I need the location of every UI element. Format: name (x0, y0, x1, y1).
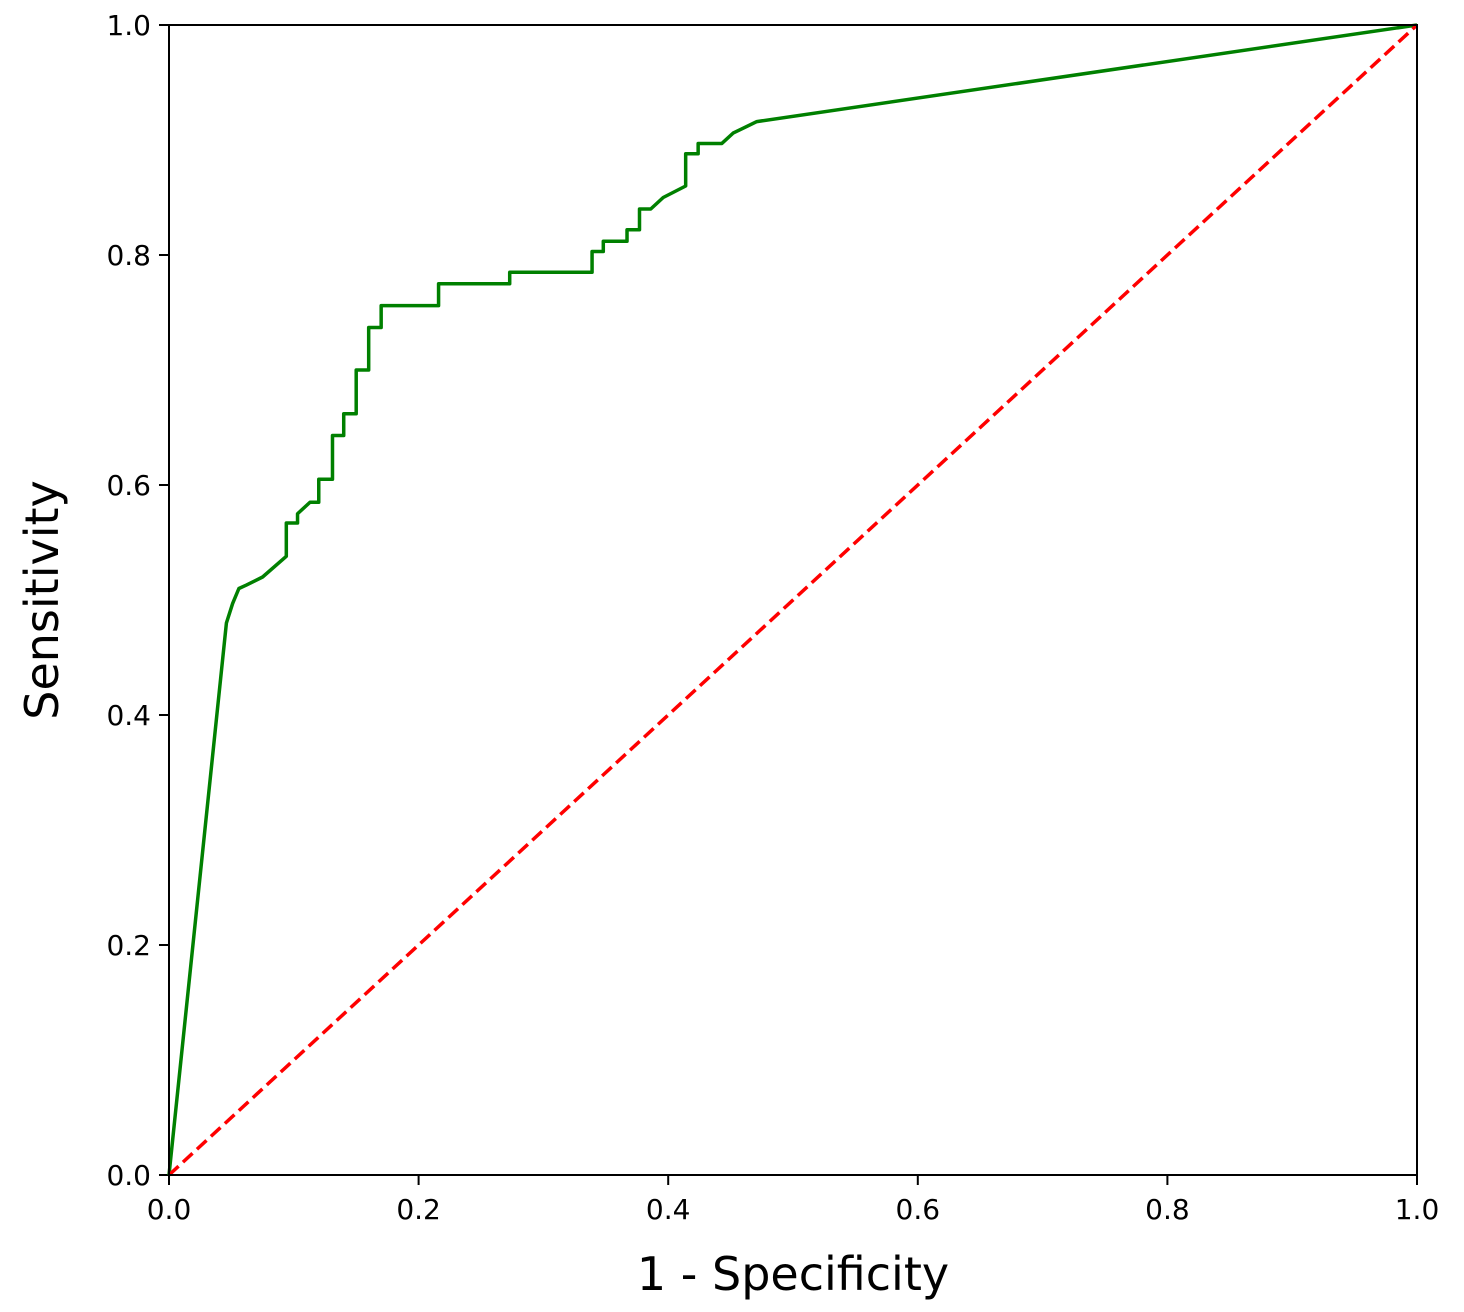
y-tick-label: 0.4 (106, 699, 151, 732)
y-tick-label: 0.2 (106, 929, 151, 962)
x-tick-label: 0.6 (896, 1193, 941, 1226)
plot-frame (168, 24, 1418, 1176)
x-axis-label: 1 - Specificity (637, 1247, 949, 1301)
x-tick-label: 0.0 (147, 1193, 192, 1226)
y-axis-label: Sensitivity (15, 480, 69, 719)
y-tick-label: 1.0 (106, 9, 151, 42)
roc-curve-line (167, 23, 1418, 1176)
x-tick-label: 0.8 (1145, 1193, 1190, 1226)
y-tick-label: 0.8 (106, 239, 151, 272)
y-tick-label: 0.6 (106, 469, 151, 502)
y-tick-label: 0.0 (106, 1159, 151, 1192)
series-layer (167, 23, 1419, 1177)
x-tick-label: 0.2 (396, 1193, 441, 1226)
x-tick-label: 0.4 (646, 1193, 691, 1226)
chance-diagonal-line (167, 23, 1419, 1177)
ticks-layer: 0.0 0.2 0.4 0.6 0.8 1.0 0.0 0.2 0.4 0.6 0.8 1.0 (106, 9, 1439, 1226)
x-tick-label: 1.0 (1395, 1193, 1440, 1226)
